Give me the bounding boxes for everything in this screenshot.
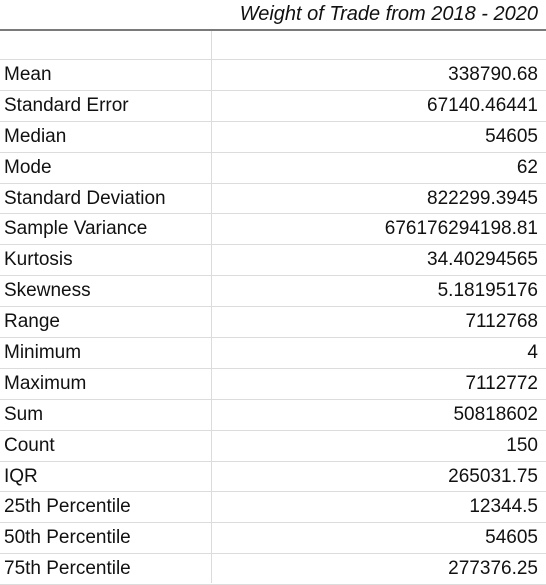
stat-value: 12344.5 (469, 496, 538, 518)
stat-row-75th-percentile[interactable]: 75th Percentile 277376.25 (0, 554, 546, 585)
stat-row-maximum[interactable]: Maximum 7112772 (0, 369, 546, 400)
stat-label: Count (4, 434, 55, 456)
stat-row-mean[interactable]: Mean 338790.68 (0, 60, 546, 91)
stat-label: Sum (4, 403, 44, 425)
header-row: Weight of Trade from 2018 - 2020 (0, 0, 546, 31)
stat-row-minimum[interactable]: Minimum 4 (0, 338, 546, 369)
stat-row-50th-percentile[interactable]: 50th Percentile 54605 (0, 523, 546, 555)
stat-value: 7112768 (465, 311, 538, 333)
stat-value: 4 (527, 342, 538, 364)
stat-label: Maximum (4, 372, 87, 394)
stat-value: 54605 (485, 125, 538, 147)
stat-value: 34.40294565 (427, 249, 538, 271)
stat-value: 5.18195176 (437, 280, 538, 302)
stats-table: Mean 338790.68 Standard Error 67140.4644… (0, 60, 546, 585)
stat-row-standard-error[interactable]: Standard Error 67140.46441 (0, 91, 546, 122)
blank-row[interactable] (0, 31, 546, 60)
stat-value: 62 (516, 156, 538, 178)
stat-value: 54605 (485, 527, 538, 549)
stat-row-count[interactable]: Count 150 (0, 431, 546, 462)
stat-value: 50818602 (453, 403, 538, 425)
stat-value: 822299.3945 (427, 187, 538, 209)
stat-value: 150 (506, 434, 538, 456)
stat-label: Standard Deviation (4, 187, 166, 209)
stat-label: Standard Error (4, 94, 129, 116)
stat-row-sample-variance[interactable]: Sample Variance 676176294198.81 (0, 214, 546, 246)
stat-label: IQR (4, 465, 38, 487)
stat-label: 50th Percentile (4, 527, 131, 549)
stat-row-mode[interactable]: Mode 62 (0, 153, 546, 184)
stat-row-kurtosis[interactable]: Kurtosis 34.40294565 (0, 245, 546, 277)
stat-value: 67140.46441 (427, 94, 538, 116)
stat-label: 25th Percentile (4, 496, 131, 518)
stat-row-sum[interactable]: Sum 50818602 (0, 400, 546, 431)
stat-value: 338790.68 (448, 64, 538, 85)
stat-label: 75th Percentile (4, 558, 131, 580)
stat-value: 7112772 (465, 372, 538, 394)
stat-row-iqr[interactable]: IQR 265031.75 (0, 462, 546, 493)
stat-row-median[interactable]: Median 54605 (0, 122, 546, 153)
header-title[interactable]: Weight of Trade from 2018 - 2020 (239, 3, 538, 25)
stat-value: 277376.25 (448, 558, 538, 580)
stat-label: Kurtosis (4, 249, 73, 271)
stat-label: Median (4, 125, 67, 147)
stat-row-range[interactable]: Range 7112768 (0, 307, 546, 339)
stat-value: 676176294198.81 (384, 218, 538, 240)
stat-label: Mode (4, 156, 52, 178)
stat-row-standard-deviation[interactable]: Standard Deviation 822299.3945 (0, 184, 546, 215)
stat-label: Range (4, 311, 60, 333)
stat-label: Skewness (4, 280, 91, 302)
stat-label: Sample Variance (4, 218, 148, 240)
stat-label: Mean (4, 64, 52, 85)
stat-label: Minimum (4, 342, 82, 364)
stat-value: 265031.75 (448, 465, 538, 487)
stat-row-skewness[interactable]: Skewness 5.18195176 (0, 276, 546, 308)
stat-row-25th-percentile[interactable]: 25th Percentile 12344.5 (0, 492, 546, 524)
